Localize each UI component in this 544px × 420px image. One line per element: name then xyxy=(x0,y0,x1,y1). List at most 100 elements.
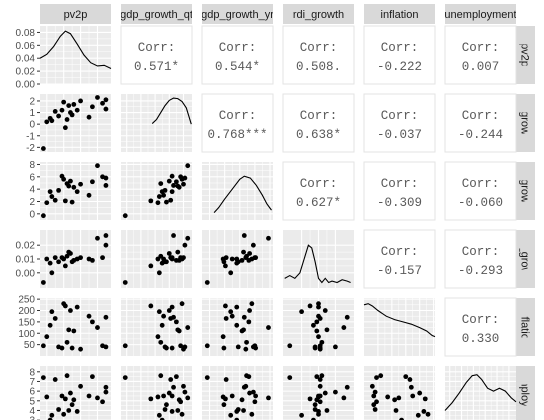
data-point xyxy=(49,309,55,315)
y-tick-label: 4 xyxy=(29,406,35,417)
panel xyxy=(201,25,274,85)
data-point xyxy=(169,173,175,179)
strip-top: unemployment xyxy=(444,4,516,24)
y-tick-label: 2 xyxy=(29,96,35,107)
data-point xyxy=(90,319,95,325)
y-tick-label: 50 xyxy=(24,340,36,351)
data-point xyxy=(61,411,67,417)
data-point xyxy=(56,187,61,193)
corr-value: 0.544* xyxy=(215,60,260,74)
data-point xyxy=(56,407,61,412)
strip-top-label: rdi_growth xyxy=(293,9,344,21)
strip-top-label: pv2p xyxy=(64,9,88,21)
data-point xyxy=(171,384,176,390)
density-curve xyxy=(284,244,351,284)
data-point xyxy=(40,213,46,219)
y-tick-label: 8 xyxy=(29,160,35,171)
data-point xyxy=(178,343,184,349)
data-point xyxy=(185,163,191,169)
y-tick-label: 100 xyxy=(18,329,35,340)
data-point xyxy=(253,393,259,399)
data-point xyxy=(369,383,375,389)
y-tick-label: 0.01 xyxy=(16,255,36,266)
data-point xyxy=(66,408,72,413)
data-point xyxy=(162,407,168,412)
data-point xyxy=(169,256,175,262)
data-point xyxy=(415,412,421,418)
data-point xyxy=(74,409,80,414)
data-point xyxy=(168,377,174,382)
data-point xyxy=(299,309,304,315)
data-point xyxy=(148,263,154,269)
data-point xyxy=(322,308,328,313)
grid-lines xyxy=(121,94,192,152)
data-point xyxy=(241,384,247,390)
corr-value: -0.157 xyxy=(377,264,422,278)
data-point xyxy=(62,303,68,309)
corr-value: 0.627* xyxy=(296,196,341,210)
corr-value: 0.638* xyxy=(296,128,341,142)
strip-top-label: unemployment xyxy=(444,9,516,21)
density-curve xyxy=(444,374,517,411)
y-tick-label: 1 xyxy=(29,108,35,119)
data-point xyxy=(95,163,100,169)
data-point xyxy=(44,394,50,400)
data-point xyxy=(287,375,293,380)
data-point xyxy=(344,314,350,320)
data-point xyxy=(49,270,55,276)
data-point xyxy=(44,256,50,262)
data-point xyxy=(175,249,181,255)
data-point xyxy=(425,411,431,417)
corr-label: Corr: xyxy=(381,41,419,55)
panel xyxy=(363,25,436,85)
strip-right: gdp_growth_yr xyxy=(514,155,535,228)
panel xyxy=(202,162,273,220)
data-point xyxy=(392,397,398,403)
data-point xyxy=(171,233,176,238)
data-point xyxy=(52,316,58,321)
corr-label: Corr: xyxy=(300,109,338,123)
data-point xyxy=(40,343,46,349)
data-point xyxy=(40,375,46,380)
y-tick-label: 150 xyxy=(18,317,35,328)
y-tick-label: 0 xyxy=(29,120,35,131)
data-point xyxy=(316,334,321,340)
data-point xyxy=(333,344,338,350)
data-point xyxy=(171,314,176,320)
data-point xyxy=(229,313,235,319)
data-point xyxy=(312,345,318,351)
density-curve xyxy=(39,30,112,70)
data-point xyxy=(52,255,58,261)
strip-right-label: gdp_growth_yr xyxy=(519,155,531,228)
data-point xyxy=(161,313,167,319)
panel xyxy=(282,25,355,85)
density-curve xyxy=(151,97,192,125)
panel xyxy=(363,229,436,289)
strip-right-label: unemployment xyxy=(519,359,531,420)
data-point xyxy=(161,393,167,399)
data-point xyxy=(175,408,181,413)
corr-value: 0.768*** xyxy=(207,128,267,142)
data-point xyxy=(243,346,249,352)
data-point xyxy=(250,344,256,350)
data-point xyxy=(122,280,128,285)
strip-right: inflation xyxy=(514,298,535,356)
data-point xyxy=(234,417,240,420)
data-point xyxy=(410,393,416,399)
data-point xyxy=(316,301,321,307)
data-point xyxy=(103,233,109,238)
data-point xyxy=(78,98,83,104)
data-point xyxy=(61,176,67,182)
data-point xyxy=(372,407,378,412)
data-point xyxy=(156,309,162,315)
data-point xyxy=(122,213,128,219)
data-point xyxy=(90,104,95,110)
data-point xyxy=(417,390,423,396)
data-point xyxy=(159,417,165,420)
data-point xyxy=(169,409,175,414)
panel xyxy=(364,298,435,356)
data-point xyxy=(74,189,80,195)
data-point xyxy=(66,183,72,189)
data-point xyxy=(78,383,83,389)
panel xyxy=(121,94,192,152)
